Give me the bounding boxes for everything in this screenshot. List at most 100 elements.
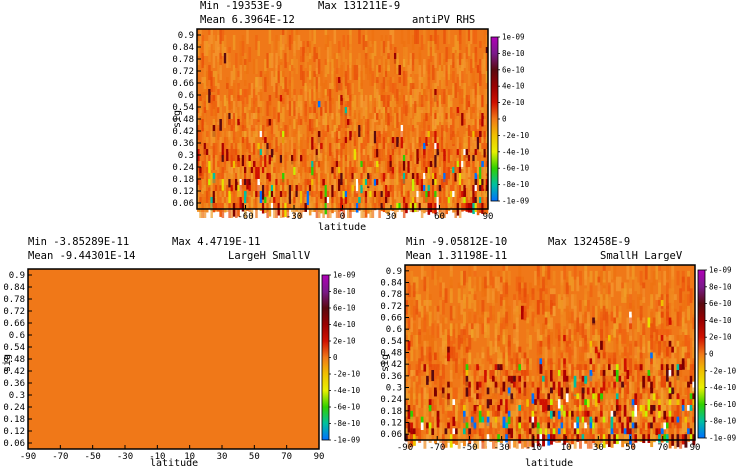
heatmap-cell — [373, 113, 377, 123]
heatmap-cell — [387, 161, 390, 176]
heatmap-cell — [414, 167, 417, 182]
heatmap-cell — [547, 358, 551, 366]
heatmap-cell — [212, 101, 216, 116]
heatmap-cell — [353, 65, 357, 80]
heatmap-cell — [671, 335, 675, 350]
heatmap-cell — [255, 203, 258, 218]
heatmap-cell — [449, 197, 453, 207]
heatmap-cell — [528, 428, 532, 438]
heatmap-cell — [237, 167, 240, 176]
heatmap-cell — [637, 387, 640, 403]
x-tick-label: -10 — [526, 443, 542, 453]
heatmap-cell — [214, 203, 218, 211]
heatmap-cell — [456, 131, 460, 143]
heatmap-cell — [647, 399, 651, 411]
heatmap-cell — [505, 294, 509, 309]
heatmap-cell — [428, 381, 432, 391]
heatmap-cell — [320, 149, 323, 164]
heatmap-cell — [547, 364, 551, 379]
heatmap-cell — [521, 405, 524, 413]
heatmap-cell — [499, 399, 503, 406]
heatmap-cell — [291, 29, 294, 44]
heatmap-cell — [252, 101, 256, 116]
heatmap-cell — [346, 119, 350, 128]
heatmap-cell — [436, 149, 440, 157]
heatmap-cell — [463, 83, 466, 98]
y-tick-label: 0.84 — [172, 43, 194, 53]
heatmap-cell — [608, 405, 611, 416]
heatmap-cell — [481, 364, 485, 377]
heatmap-cell — [518, 300, 522, 315]
heatmap-cell — [208, 161, 211, 168]
heatmap-cell — [335, 149, 339, 164]
heatmap-cell — [317, 107, 321, 122]
heatmap-cell — [393, 83, 397, 98]
heatmap-cell — [418, 203, 422, 211]
heatmap-cell — [268, 95, 272, 106]
heatmap-cell — [681, 317, 685, 333]
heatmap-cell — [592, 410, 596, 419]
heatmap-cell — [344, 191, 348, 198]
heatmap-cell — [557, 370, 561, 377]
heatmap-cell — [439, 300, 443, 315]
heatmap-cell — [528, 335, 532, 350]
heatmap-cell — [420, 375, 424, 391]
heatmap-cell — [418, 422, 422, 429]
heatmap-cell — [405, 95, 408, 106]
heatmap-cell — [560, 422, 564, 434]
heatmap-cell — [676, 422, 680, 434]
heatmap-cell — [308, 29, 312, 44]
heatmap-cell — [266, 203, 269, 218]
heatmap-cell — [389, 179, 393, 188]
heatmap-cell — [523, 422, 527, 431]
heatmap-cell — [449, 107, 453, 119]
heatmap-cell — [420, 265, 424, 280]
heatmap-cell — [340, 155, 343, 170]
heatmap-cell — [282, 143, 285, 158]
heatmap-cell — [428, 399, 432, 408]
heatmap-cell — [322, 119, 325, 130]
heatmap-cell — [389, 161, 393, 172]
heatmap-cell — [232, 149, 236, 164]
heatmap-cell — [576, 276, 580, 292]
heatmap-cell — [418, 125, 422, 140]
heatmap-cell — [597, 352, 601, 364]
heatmap-cell — [387, 149, 390, 164]
heatmap-cell — [268, 53, 272, 68]
heatmap-cell — [507, 416, 511, 424]
heatmap-cell — [647, 422, 651, 430]
heatmap-cell — [250, 137, 254, 152]
y-tick-label: 0.18 — [172, 175, 194, 185]
heatmap-cell — [223, 95, 227, 107]
heatmap-cell — [626, 294, 630, 309]
heatmap-cell — [470, 29, 473, 44]
heatmap-cell — [400, 203, 404, 211]
heatmap-cell — [518, 352, 522, 363]
heatmap-cell — [223, 35, 227, 50]
heatmap-cell — [507, 399, 511, 414]
heatmap-cell — [449, 288, 453, 303]
heatmap-cell — [244, 167, 247, 177]
heatmap-cell — [346, 83, 350, 98]
heatmap-cell — [479, 95, 482, 110]
heatmap-cell — [637, 352, 640, 368]
heatmap-cell — [393, 53, 397, 64]
heatmap-cell — [658, 434, 662, 443]
heatmap-cell — [439, 375, 443, 391]
heatmap-cell — [671, 346, 675, 353]
heatmap-cell — [440, 137, 444, 152]
heatmap-cell — [376, 185, 379, 195]
heatmap-cell — [398, 173, 401, 188]
heatmap-cell — [528, 305, 532, 321]
heatmap-cell — [461, 89, 464, 104]
heatmap-cell — [542, 276, 546, 292]
heatmap-cell — [671, 364, 675, 378]
heatmap-cell — [610, 375, 614, 388]
heatmap-cell — [212, 203, 216, 213]
heatmap-cell — [557, 294, 561, 309]
heatmap-cell — [434, 352, 437, 361]
heatmap-cell — [304, 161, 307, 173]
heatmap-cell — [460, 358, 464, 373]
heatmap-cell — [261, 173, 265, 185]
heatmap-cell — [376, 65, 379, 80]
